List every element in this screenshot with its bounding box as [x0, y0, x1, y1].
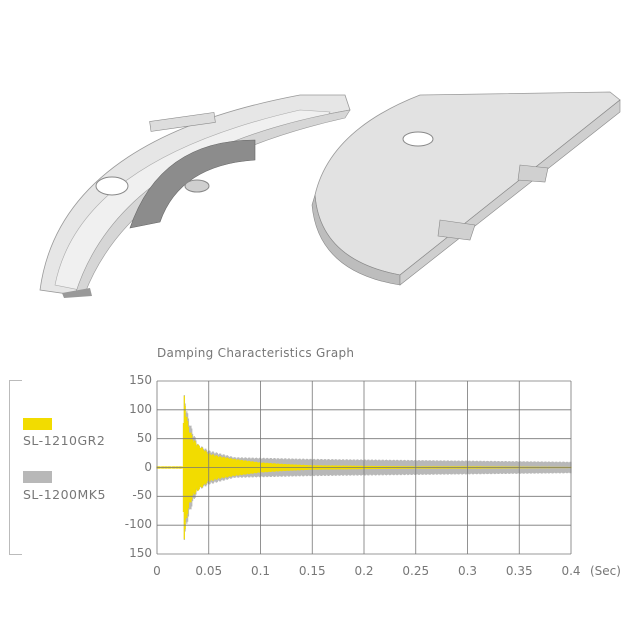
legend-swatch-sl-1200mk5 — [23, 471, 52, 483]
legend-label-sl-1200mk5: SL-1200MK5 — [23, 487, 106, 502]
y-tick-label: -100 — [124, 517, 152, 532]
x-tick-label: 0.2 — [354, 564, 374, 578]
y-tick-label: 150 — [129, 373, 152, 387]
x-axis-unit: (Sec) — [590, 564, 621, 578]
legend-label-sl-1210gr2: SL-1210GR2 — [23, 433, 106, 448]
y-tick-label: 0 — [144, 459, 152, 474]
x-tick-label: 0.25 — [402, 564, 430, 578]
platter-top-illustration — [311, 91, 621, 286]
chart-title: Damping Characteristics Graph — [157, 346, 355, 360]
y-tick-label: 50 — [136, 430, 152, 445]
legend-swatch-sl-1210gr2 — [23, 418, 52, 430]
x-tick-label: 0.1 — [250, 564, 271, 578]
platter-underside-illustration — [39, 94, 351, 298]
x-tick-label: 0.05 — [195, 564, 223, 578]
x-tick-label: 0.3 — [457, 564, 478, 578]
product-illustrations — [39, 91, 621, 298]
x-tick-label: 0 — [153, 564, 161, 578]
legend-bracket — [9, 380, 22, 555]
y-tick-label: 150 — [129, 546, 152, 560]
x-tick-label: 0.15 — [298, 564, 326, 578]
x-tick-label: 0.35 — [505, 564, 533, 578]
y-tick-label: 100 — [129, 401, 152, 416]
x-tick-label: 0.4 — [561, 564, 581, 578]
y-tick-label: -50 — [132, 488, 152, 503]
